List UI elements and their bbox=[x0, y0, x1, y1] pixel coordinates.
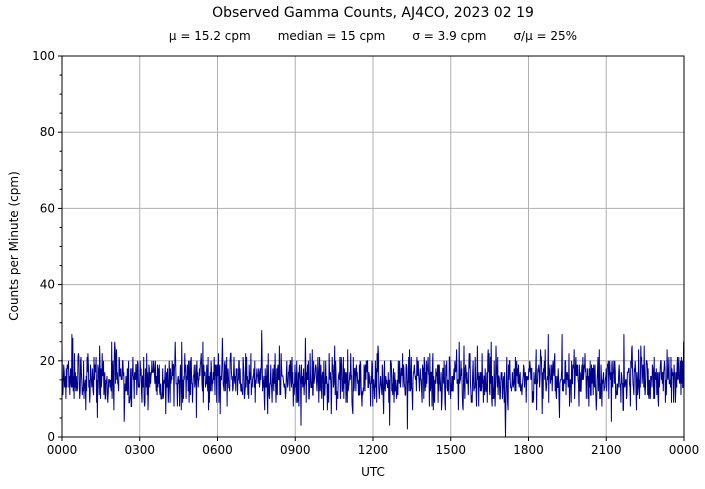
x-tick-label: 0300 bbox=[124, 443, 155, 457]
chart-subtitle: μ = 15.2 cpm median = 15 cpm σ = 3.9 cpm… bbox=[62, 29, 684, 44]
y-tick-label: 0 bbox=[47, 430, 55, 444]
x-tick-label: 0000 bbox=[47, 443, 78, 457]
x-tick-label: 1500 bbox=[435, 443, 466, 457]
stat-mean: μ = 15.2 cpm bbox=[168, 29, 251, 43]
x-tick-label: 2100 bbox=[591, 443, 622, 457]
stat-sigma-over-mean: σ/μ = 25% bbox=[513, 29, 578, 43]
x-tick-label: 1800 bbox=[513, 443, 544, 457]
y-tick-label: 20 bbox=[40, 354, 55, 368]
x-tick-label: 0600 bbox=[202, 443, 233, 457]
stat-median: median = 15 cpm bbox=[277, 29, 386, 43]
chart-title: Observed Gamma Counts, AJ4CO, 2023 02 19 bbox=[212, 5, 534, 21]
y-tick-label: 100 bbox=[32, 49, 55, 63]
x-tick-label: 1200 bbox=[358, 443, 389, 457]
axis-ticks bbox=[58, 55, 685, 441]
gamma-series-line bbox=[61, 330, 685, 438]
x-tick-label: 0900 bbox=[280, 443, 311, 457]
x-tick-label: 0000 bbox=[669, 443, 700, 457]
y-tick-label: 80 bbox=[40, 125, 55, 139]
gridlines bbox=[62, 56, 684, 437]
y-tick-label: 40 bbox=[40, 278, 55, 292]
x-axis-label: UTC bbox=[361, 465, 385, 479]
tick-labels: 0 20 40 60 80 100 0000 0300 0600 0900 1200 1500 1800… bbox=[32, 49, 699, 457]
stat-sigma: σ = 3.9 cpm bbox=[412, 29, 487, 43]
y-tick-label: 60 bbox=[40, 201, 55, 215]
